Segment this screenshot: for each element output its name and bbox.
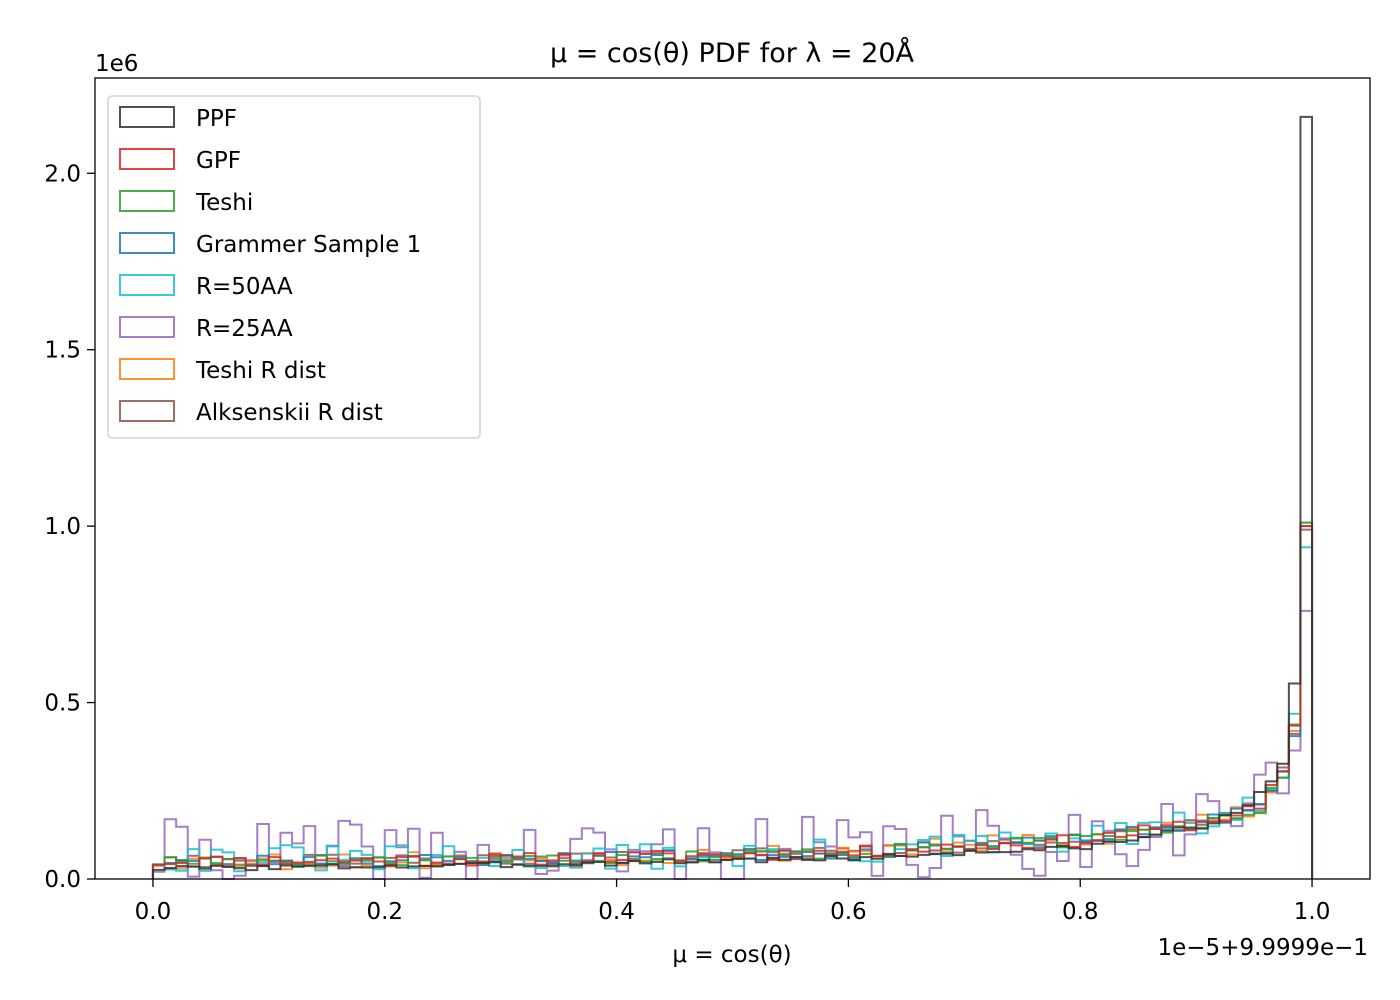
legend-label: Teshi R dist <box>195 358 326 384</box>
x-axis-offset-label: 1e−5+9.9999e−1 <box>1158 935 1369 961</box>
y-axis-ticks: 0.0 0.5 1.0 1.5 2.0 <box>44 161 95 893</box>
y-tick-label: 1.0 <box>44 514 81 540</box>
legend-label: R=25AA <box>196 316 293 342</box>
legend-swatch <box>119 232 175 254</box>
y-tick-label: 0.5 <box>44 691 81 717</box>
legend-swatch <box>119 190 175 212</box>
legend-swatch <box>119 400 175 422</box>
axes-frame <box>94 77 1371 880</box>
y-axis-multiplier-label: 1e6 <box>95 51 138 77</box>
legend-label: R=50AA <box>196 274 293 300</box>
x-axis-label: μ = cos(θ) <box>672 942 791 968</box>
x-axis-ticks: 0.0 0.2 0.4 0.6 0.8 1.0 <box>135 879 1331 925</box>
x-tick-label: 0.6 <box>830 899 867 925</box>
histogram-series-gpf <box>151 525 1314 879</box>
legend-label: GPF <box>196 148 241 174</box>
legend: PPF GPF Teshi Grammer Sample 1 R=50AA R=25AA T… <box>107 95 481 439</box>
x-tick-label: 0.4 <box>598 899 635 925</box>
legend-label: Alksenskii R dist <box>196 400 383 426</box>
legend-label: PPF <box>196 106 237 132</box>
x-tick-label: 0.0 <box>135 899 172 925</box>
x-tick-label: 1.0 <box>1294 899 1331 925</box>
y-tick-label: 1.5 <box>44 338 81 364</box>
histogram-series-ppf <box>151 115 1314 879</box>
legend-swatch <box>119 358 175 380</box>
legend-label: Teshi <box>195 190 253 216</box>
legend-box <box>107 95 481 439</box>
legend-swatch <box>119 148 175 170</box>
legend-swatch <box>119 274 175 296</box>
chart-title: μ = cos(θ) PDF for λ = 20Å <box>550 37 915 69</box>
y-tick-label: 0.0 <box>44 867 81 893</box>
legend-swatch <box>119 106 175 128</box>
legend-label: Grammer Sample 1 <box>196 232 421 258</box>
legend-swatch <box>119 316 175 338</box>
y-tick-label: 2.0 <box>44 161 81 187</box>
x-tick-label: 0.2 <box>366 899 403 925</box>
x-tick-label: 0.8 <box>1062 899 1099 925</box>
